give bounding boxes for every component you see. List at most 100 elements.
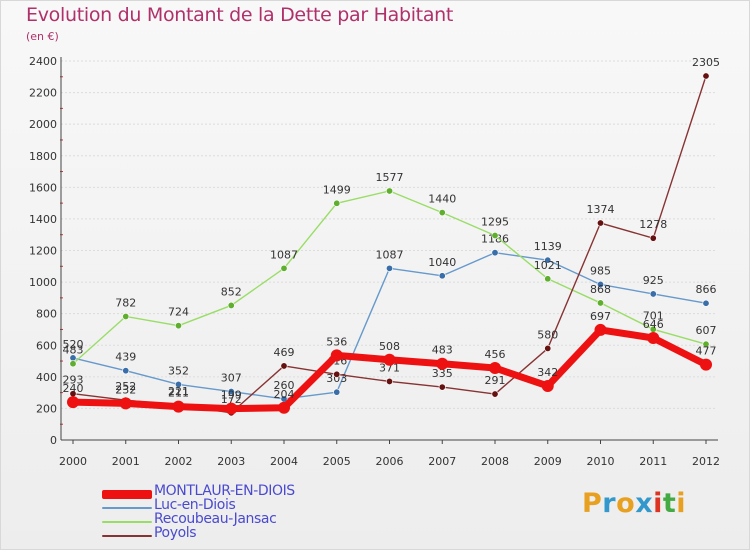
data-point [596, 280, 604, 288]
data-label: 1040 [428, 256, 456, 269]
legend-swatch [102, 507, 152, 509]
data-label: 580 [537, 328, 558, 341]
y-tick-label: 0 [50, 434, 57, 447]
data-label: 536 [326, 335, 347, 348]
data-label: 1374 [587, 203, 615, 216]
x-tick-label: 2001 [112, 455, 140, 468]
data-label: 221 [168, 385, 189, 398]
data-label: 1021 [534, 259, 562, 272]
data-label: 335 [432, 367, 453, 380]
data-label: 307 [221, 372, 242, 385]
y-tick-label: 2400 [29, 55, 57, 68]
legend-swatch [102, 521, 152, 523]
y-tick-label: 2000 [29, 118, 57, 131]
data-label: 2305 [692, 56, 720, 69]
y-tick-label: 800 [36, 308, 57, 321]
x-tick-label: 2004 [270, 455, 298, 468]
logo-letter: o [616, 488, 636, 519]
data-point [225, 402, 238, 415]
data-label: 1577 [376, 171, 404, 184]
data-point [67, 396, 79, 409]
x-tick-label: 2000 [59, 455, 87, 468]
data-point [649, 290, 657, 298]
data-point [491, 249, 499, 257]
data-point [544, 275, 552, 283]
legend-label: Recoubeau-Jansac [154, 511, 277, 527]
data-point [278, 401, 290, 414]
data-label: 172 [221, 393, 242, 406]
data-point [227, 388, 235, 396]
data-label: 646 [643, 318, 664, 331]
data-label: 291 [485, 374, 506, 387]
y-tick-label: 1600 [29, 181, 57, 194]
data-label: 1087 [270, 248, 298, 261]
data-label: 293 [63, 374, 84, 387]
chart-title: Evolution du Montant de la Dette par Hab… [26, 4, 454, 26]
data-label: 204 [274, 388, 295, 401]
legend-label: Poyols [154, 525, 197, 541]
data-label: 925 [643, 274, 664, 287]
data-label: 697 [590, 310, 611, 323]
x-tick-label: 2008 [481, 455, 509, 468]
logo-letter: r [602, 488, 617, 519]
x-tick-label: 2011 [639, 455, 667, 468]
data-point [385, 377, 393, 385]
data-point [385, 187, 393, 195]
data-point [175, 322, 183, 330]
data-label: 483 [432, 344, 453, 357]
data-point [122, 367, 130, 375]
data-label: 1295 [481, 215, 509, 228]
logo-letter: i [676, 488, 687, 519]
data-point [69, 360, 77, 368]
data-point [596, 219, 604, 227]
data-label: 1278 [639, 218, 667, 231]
data-point [385, 264, 393, 272]
data-point [383, 353, 396, 366]
data-label: 240 [63, 382, 84, 395]
data-point [330, 349, 343, 362]
x-tick-label: 2012 [692, 455, 720, 468]
logo-letter: x [635, 488, 654, 519]
data-point [647, 331, 660, 344]
data-point [227, 301, 235, 309]
data-point [700, 358, 712, 371]
data-label: 260 [274, 379, 295, 392]
legend-label: MONTLAUR-EN-DIOIS [154, 483, 295, 499]
logo-letter: i [653, 488, 663, 519]
y-tick-label: 600 [36, 339, 57, 352]
logo-letter: P [582, 488, 603, 519]
data-label: 868 [590, 283, 611, 296]
data-point [649, 234, 657, 242]
proxiti-logo: Proxiti [582, 488, 686, 519]
data-point [596, 299, 604, 307]
data-point [333, 199, 341, 207]
y-tick-label: 1400 [29, 213, 57, 226]
x-tick-label: 2002 [165, 455, 193, 468]
data-label: 211 [168, 387, 189, 400]
data-point [544, 256, 552, 264]
data-point [436, 357, 449, 370]
data-label: 701 [643, 309, 664, 322]
data-point [702, 72, 710, 80]
x-tick-label: 2009 [534, 455, 562, 468]
data-label: 477 [696, 345, 717, 358]
data-label: 1139 [534, 240, 562, 253]
legend-swatch [102, 490, 152, 499]
legend-swatch [102, 535, 152, 537]
chart-unit-label: (en €) [26, 30, 59, 43]
x-tick-label: 2005 [323, 455, 351, 468]
y-tick-label: 1200 [29, 245, 57, 258]
x-tick-label: 2006 [376, 455, 404, 468]
data-point [594, 323, 607, 336]
data-label: 1087 [376, 248, 404, 261]
data-point [544, 344, 552, 352]
data-label: 985 [590, 264, 611, 277]
x-tick-label: 2003 [217, 455, 245, 468]
data-label: 520 [63, 338, 84, 351]
data-label: 456 [485, 348, 506, 361]
x-tick-label: 2007 [428, 455, 456, 468]
data-point [702, 340, 710, 348]
data-label: 439 [115, 351, 136, 364]
